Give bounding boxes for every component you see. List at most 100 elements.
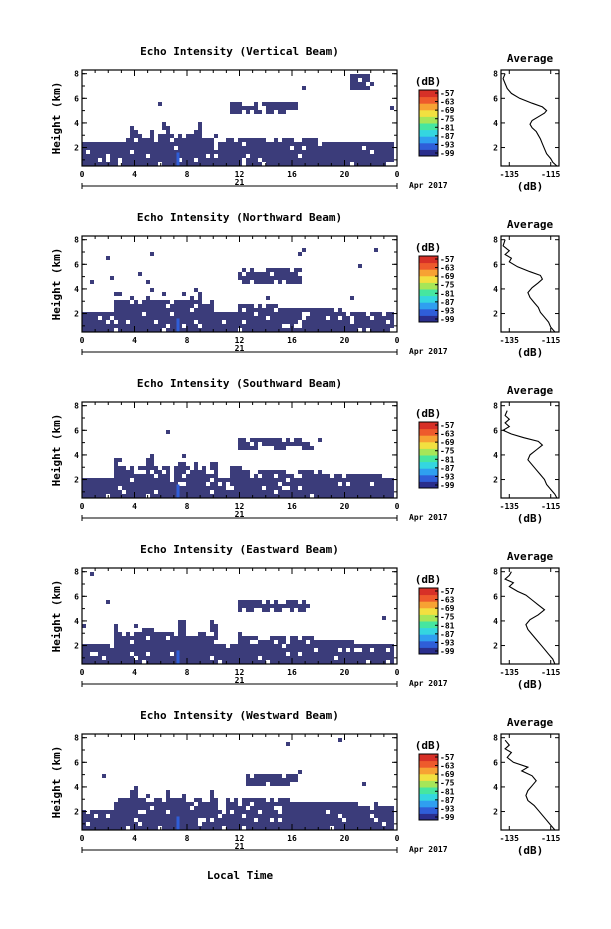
colorbar-swatch xyxy=(419,767,438,775)
profile-frame xyxy=(500,401,560,499)
colorbar-swatch xyxy=(419,262,438,270)
profile-y-tick-label: 2 xyxy=(493,310,498,319)
profile-frame xyxy=(500,733,560,831)
colorbar-tick-label: -75 xyxy=(440,115,455,124)
colorbar-tick-label: -63 xyxy=(440,98,455,107)
colorbar-tick-label: -63 xyxy=(440,430,455,439)
date-label: Apr 2017 xyxy=(409,679,448,688)
y-tick-label: 4 xyxy=(74,119,79,128)
colorbar-swatch xyxy=(419,422,438,430)
y-tick-label: 2 xyxy=(74,476,79,485)
profile-y-tick-label: 6 xyxy=(493,592,498,601)
colorbar-swatch xyxy=(419,116,438,124)
y-tick-label: 6 xyxy=(74,426,79,435)
x-tick-label: 4 xyxy=(132,834,137,843)
colorbar-swatch xyxy=(419,806,438,814)
y-tick-label: 4 xyxy=(74,285,79,294)
x-tick-label: 12 xyxy=(235,668,245,677)
x-tick-label: 16 xyxy=(287,170,297,179)
colorbar-swatch xyxy=(419,813,438,821)
colorbar-tick-label: -99 xyxy=(440,481,455,490)
colorbar-swatch xyxy=(419,760,438,768)
y-tick-label: 6 xyxy=(74,94,79,103)
y-tick-label: 8 xyxy=(74,568,79,577)
profile-title: Average xyxy=(507,52,554,65)
colorbar-tick-label: -87 xyxy=(440,630,455,639)
x-tick-label: 0 xyxy=(395,336,400,345)
colorbar-tick-label: -93 xyxy=(440,804,455,813)
echo-strong-cell xyxy=(176,318,180,332)
x-tick-label: 4 xyxy=(132,502,137,511)
profile-line xyxy=(501,410,558,499)
colorbar-frame xyxy=(418,587,439,655)
colorbar-tick-label: -57 xyxy=(440,255,455,264)
y-tick-label: 8 xyxy=(74,236,79,245)
profile-frame xyxy=(500,567,560,665)
profile-y-tick-label: 8 xyxy=(493,402,498,411)
profile-x-tick-label: -135 xyxy=(500,834,519,843)
profile-title: Average xyxy=(507,716,554,729)
y-tick-label: 2 xyxy=(74,310,79,319)
x-tick-label: 12 xyxy=(235,336,245,345)
profile-x-tick-label: -115 xyxy=(541,502,560,511)
colorbar-swatch xyxy=(419,315,438,323)
y-axis-label: Height (km) xyxy=(50,414,63,487)
x-tick-label: 0 xyxy=(80,834,85,843)
colorbar-swatch xyxy=(419,428,438,436)
profile-y-tick-label: 8 xyxy=(493,236,498,245)
colorbar-swatch xyxy=(419,129,438,137)
colorbar-title: (dB) xyxy=(415,573,442,586)
colorbar-swatch xyxy=(419,289,438,297)
colorbar-swatch xyxy=(419,614,438,622)
panel-title: Echo Intensity (Northward Beam) xyxy=(137,211,342,224)
colorbar-tick-label: -81 xyxy=(440,787,455,796)
colorbar-tick-label: -75 xyxy=(440,281,455,290)
x-tick-label: 16 xyxy=(287,668,297,677)
profile-x-tick-label: -135 xyxy=(500,668,519,677)
x-tick-label: 20 xyxy=(340,502,350,511)
colorbar-title: (dB) xyxy=(415,241,442,254)
x-tick-label: 8 xyxy=(185,336,190,345)
colorbar-swatch xyxy=(419,481,438,489)
panel-5: Echo Intensity (Westward Beam) 2 4 6 8 0 4 8 12 1… xyxy=(50,709,561,857)
colorbar-swatch xyxy=(419,468,438,476)
day-label: 21 xyxy=(235,842,245,851)
colorbar-tick-label: -81 xyxy=(440,123,455,132)
colorbar-tick-label: -63 xyxy=(440,596,455,605)
x-tick-label: 0 xyxy=(80,502,85,511)
colorbar-tick-label: -93 xyxy=(440,140,455,149)
colorbar-tick-label: -99 xyxy=(440,647,455,656)
colorbar-swatch xyxy=(419,448,438,456)
y-tick-label: 8 xyxy=(74,70,79,79)
day-label: 21 xyxy=(235,676,245,685)
profile-title: Average xyxy=(507,550,554,563)
profile-line xyxy=(504,571,556,665)
x-axis-label: Local Time xyxy=(207,869,274,882)
panel-title: Echo Intensity (Vertical Beam) xyxy=(140,45,339,58)
colorbar-swatch xyxy=(419,621,438,629)
profile-x-tick-label: -115 xyxy=(541,668,560,677)
panel-title: Echo Intensity (Westward Beam) xyxy=(140,709,339,722)
profile-y-tick-label: 2 xyxy=(493,476,498,485)
colorbar-tick-label: -99 xyxy=(440,149,455,158)
colorbar-swatch xyxy=(419,90,438,98)
y-axis-label: Height (km) xyxy=(50,248,63,321)
colorbar-tick-label: -57 xyxy=(440,421,455,430)
y-tick-label: 2 xyxy=(74,642,79,651)
colorbar-swatch xyxy=(419,275,438,283)
colorbar-swatch xyxy=(419,123,438,131)
y-tick-label: 2 xyxy=(74,808,79,817)
profile-x-tick-label: -115 xyxy=(541,834,560,843)
profile-y-tick-label: 2 xyxy=(493,808,498,817)
profile-x-label: (dB) xyxy=(517,512,544,525)
colorbar-tick-label: -75 xyxy=(440,613,455,622)
colorbar-swatch xyxy=(419,800,438,808)
colorbar-swatch xyxy=(419,103,438,111)
profile-x-tick-label: -135 xyxy=(500,502,519,511)
y-tick-label: 2 xyxy=(74,144,79,153)
colorbar-swatch xyxy=(419,601,438,609)
panel-2: Echo Intensity (Northward Beam) 2 4 6 8 0 4 8 12… xyxy=(50,211,561,359)
colorbar-swatch xyxy=(419,96,438,104)
colorbar-tick-label: -99 xyxy=(440,813,455,822)
